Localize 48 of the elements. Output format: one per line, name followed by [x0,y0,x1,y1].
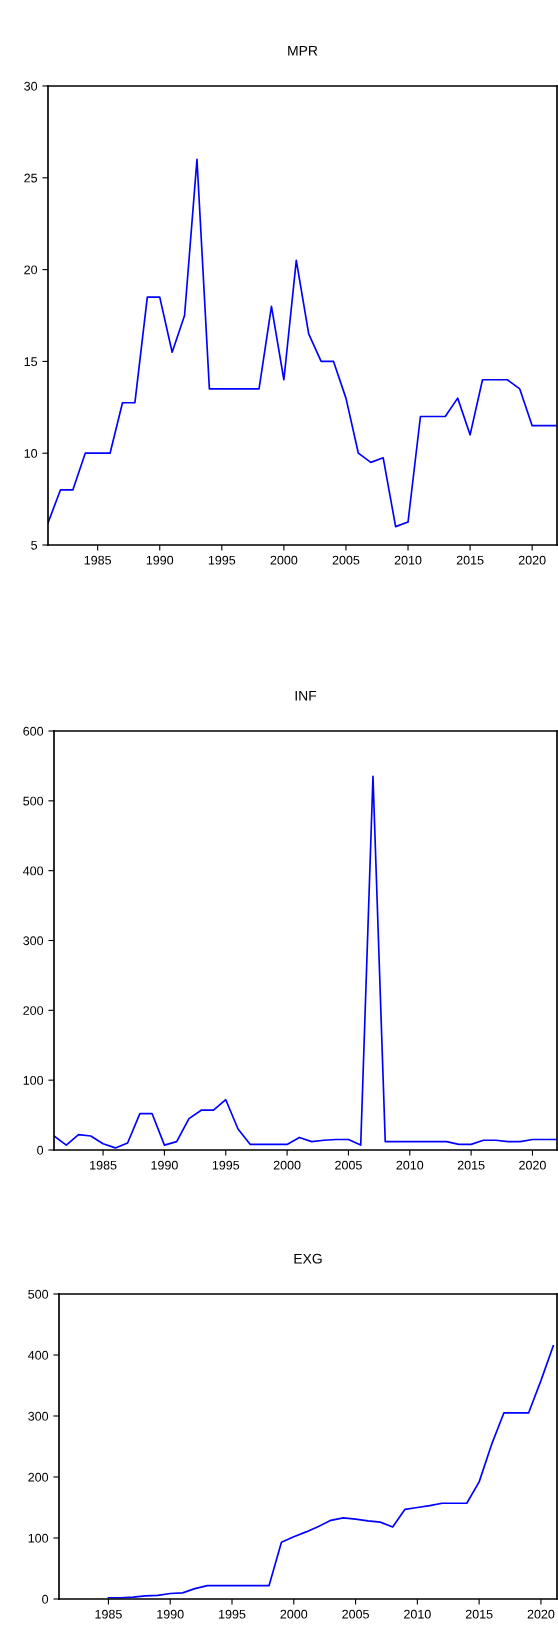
y-tick-label: 30 [24,81,38,91]
x-tick-label: 2000 [270,555,298,565]
x-tick-label: 1990 [151,1160,178,1170]
y-tick-label: 500 [28,1289,49,1299]
x-tick-label: 2015 [457,1160,485,1170]
y-tick-label: 20 [24,265,38,275]
y-tick-label: 15 [24,357,38,367]
x-tick-label: 2005 [332,555,360,565]
x-tick-label: 1985 [95,1609,122,1619]
line-series [107,1345,555,1599]
x-tick-label: 2000 [273,1160,301,1170]
y-tick-label: 300 [23,936,44,946]
y-tick-label: 200 [28,1472,49,1482]
y-tick-label: 100 [23,1075,44,1085]
x-tick-label: 2005 [342,1609,369,1619]
x-tick-label: 1985 [84,555,112,565]
chart-title: EXG [294,1253,322,1264]
x-tick-label: 2000 [280,1609,308,1619]
y-tick-label: 300 [28,1411,49,1421]
x-tick-label: 1990 [146,555,174,565]
y-tick-label: 0 [37,1145,44,1155]
x-tick-label: 2020 [527,1609,555,1619]
x-tick-label: 1985 [90,1160,117,1170]
y-tick-label: 400 [28,1350,49,1360]
y-tick-label: 25 [24,173,38,183]
x-tick-label: 2015 [456,555,484,565]
y-tick-label: 100 [28,1533,49,1543]
y-tick-label: 400 [23,866,44,876]
x-tick-label: 2010 [394,555,422,565]
chart-title: MPR [288,45,318,56]
x-tick-label: 1995 [219,1609,246,1619]
x-tick-label: 2015 [465,1609,493,1619]
x-tick-label: 1990 [157,1609,184,1619]
x-tick-label: 2005 [335,1160,362,1170]
x-tick-label: 2010 [396,1160,424,1170]
y-tick-label: 600 [23,726,44,736]
y-tick-label: 200 [23,1006,44,1015]
y-tick-label: 500 [23,796,44,806]
x-tick-label: 2020 [519,1160,546,1170]
y-tick-label: 0 [42,1594,49,1604]
y-tick-label: 10 [24,449,38,458]
x-tick-label: 2010 [404,1609,431,1619]
y-tick-label: 5 [31,540,38,550]
line-series [48,158,557,528]
x-tick-label: 2020 [518,555,546,565]
x-tick-label: 1995 [208,555,236,565]
chart-title: INF [295,690,317,701]
x-tick-label: 1995 [212,1160,240,1170]
